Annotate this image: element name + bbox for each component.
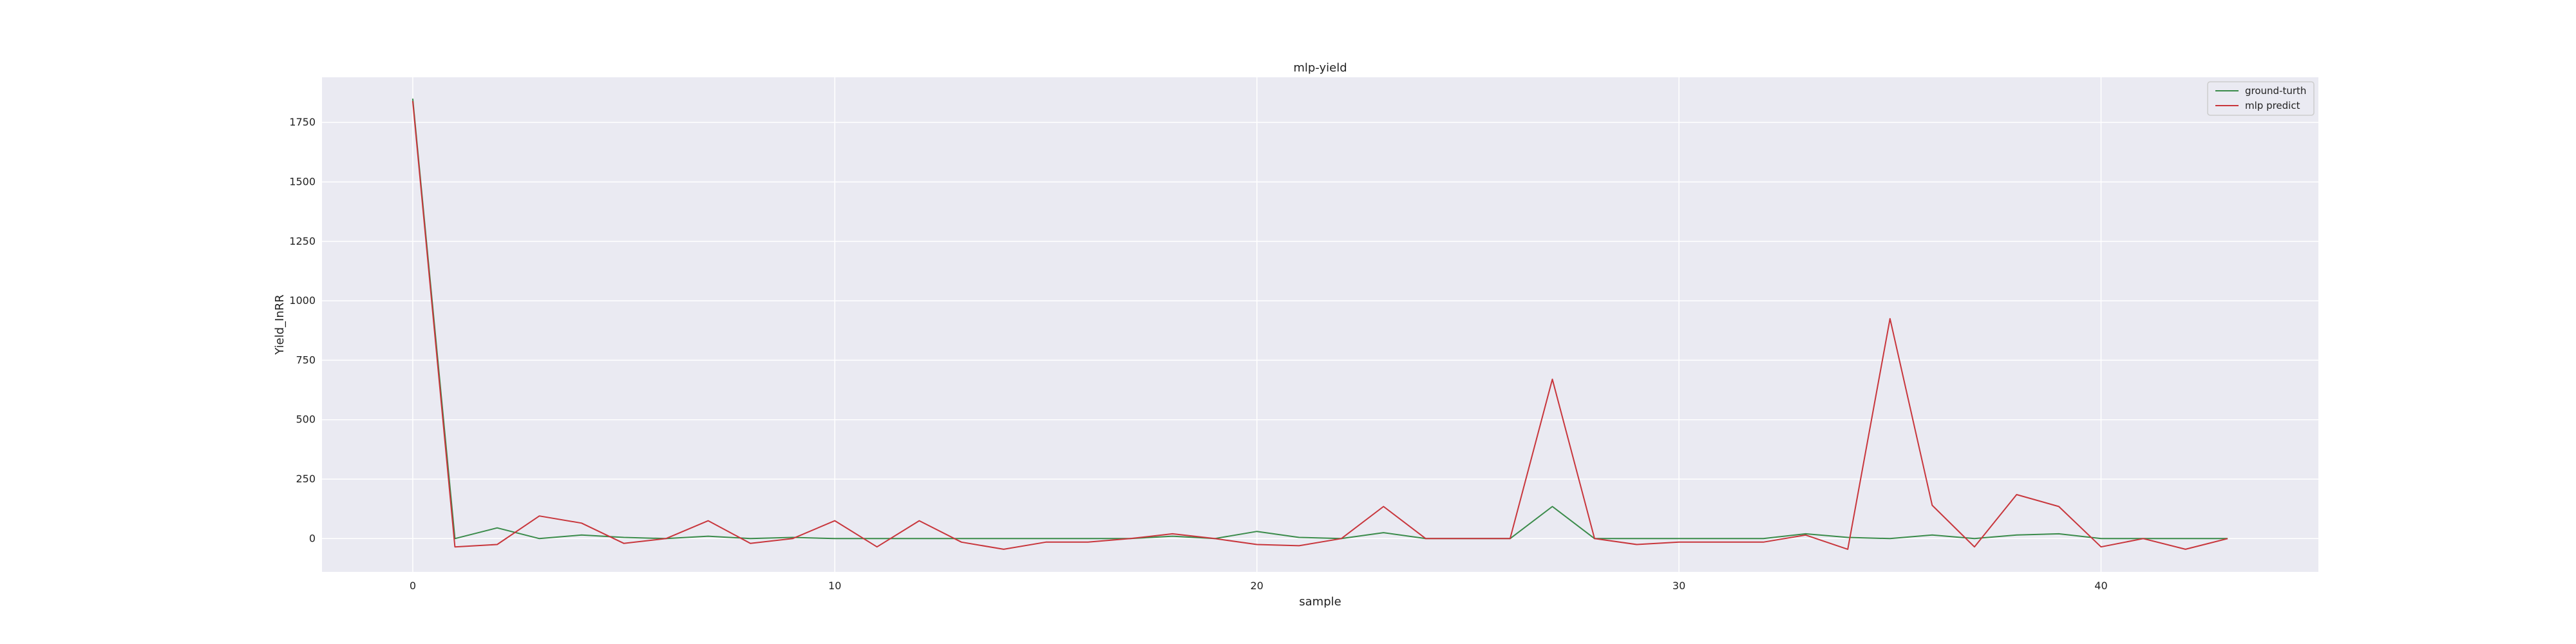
x-axis-label: sample bbox=[1299, 595, 1341, 609]
y-tick-label: 500 bbox=[296, 413, 316, 426]
legend: ground-turth mlp predict bbox=[2207, 81, 2315, 116]
series-line-ground-turth bbox=[412, 99, 2228, 540]
x-tick-label: 40 bbox=[2094, 580, 2107, 592]
x-tick-label: 30 bbox=[1672, 580, 1685, 592]
legend-label-mlp-predict: mlp predict bbox=[2245, 100, 2300, 111]
y-tick-label: 1250 bbox=[289, 235, 316, 247]
y-tick-label: 1000 bbox=[289, 294, 316, 307]
data-series bbox=[412, 99, 2228, 550]
y-axis-label: Yield_InRR bbox=[273, 294, 287, 355]
plot-area-background bbox=[322, 77, 2318, 572]
x-tick-label: 0 bbox=[410, 580, 416, 592]
y-tick-label: 1500 bbox=[289, 175, 316, 187]
y-tick-label: 1750 bbox=[289, 116, 316, 128]
tick-labels: 0 10 20 30 40 0 250 500 750 1000 1250 1500 1750 bbox=[289, 116, 2107, 592]
chart-title: mlp-yield bbox=[1293, 61, 1347, 75]
y-tick-label: 0 bbox=[309, 532, 316, 544]
y-tick-label: 750 bbox=[296, 354, 316, 366]
x-tick-label: 10 bbox=[828, 580, 841, 592]
y-tick-label: 250 bbox=[296, 473, 316, 485]
legend-label-ground-turth: ground-turth bbox=[2245, 85, 2306, 97]
x-tick-label: 20 bbox=[1251, 580, 1264, 592]
series-line-mlp-predict bbox=[412, 100, 2228, 550]
